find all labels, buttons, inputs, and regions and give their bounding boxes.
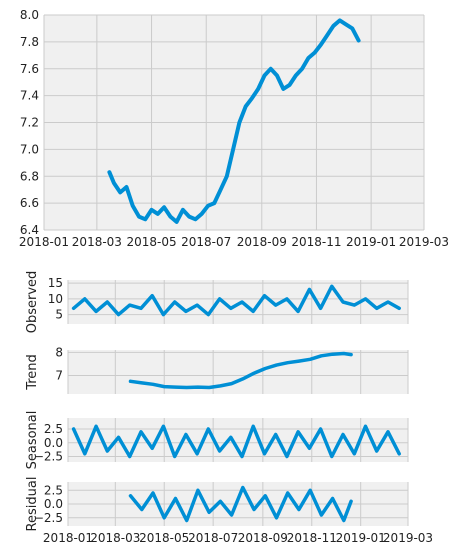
y-tick-label: 5 — [55, 308, 63, 322]
x-tick-label: 2018-09 — [237, 235, 287, 249]
x-tick-label: 2018-01 — [19, 235, 69, 249]
y-tick-label: 6.8 — [20, 169, 39, 183]
y-axis-title: Trend — [25, 354, 40, 391]
x-tick-label: 2018-07 — [188, 531, 238, 545]
plot-area — [68, 418, 408, 462]
x-tick-label: 2019-01 — [346, 235, 396, 249]
observed-panel: 5 10 15 Observed — [25, 271, 409, 334]
series-line — [71, 424, 401, 459]
series-line — [107, 18, 361, 224]
y-tick-label: 0.0 — [44, 436, 63, 450]
x-tick-label: 2019-01 — [336, 531, 386, 545]
x-tick-label: 2018-09 — [238, 531, 288, 545]
x-tick-label: 2018-05 — [126, 235, 176, 249]
y-tick-label: 7.6 — [20, 62, 39, 76]
x-tick-label: 2019-03 — [399, 235, 449, 249]
y-tick-label: 7 — [55, 368, 63, 382]
series-line — [128, 351, 353, 390]
y-axis-title: Residual — [25, 477, 40, 532]
y-tick-label: 2.5 — [44, 483, 63, 497]
y-tick-label: 7.0 — [20, 142, 39, 156]
x-tick-label: 2018-05 — [139, 531, 189, 545]
y-tick-label: 10 — [48, 292, 63, 306]
y-axis-title: Seasonal — [25, 411, 40, 470]
y-tick-label: 8 — [55, 345, 63, 359]
x-tick-label: 2018-03 — [72, 235, 122, 249]
y-tick-label: 6.4 — [20, 223, 39, 237]
series-line — [71, 284, 401, 317]
x-tick-label: 2019-03 — [383, 531, 433, 545]
y-tick-label: 7.8 — [20, 35, 39, 49]
y-tick-label: 15 — [48, 276, 63, 290]
y-tick-label: 2.5 — [44, 422, 63, 436]
y-tick-label: 7.4 — [20, 89, 39, 103]
x-tick-label: 2018-01 — [43, 531, 93, 545]
series-line — [128, 485, 353, 523]
y-tick-label: 6.6 — [20, 196, 39, 210]
x-tick-label: 2018-07 — [181, 235, 231, 249]
plot-area — [68, 280, 408, 324]
y-tick-label: −2.5 — [34, 450, 63, 464]
y-tick-label: −2.5 — [34, 511, 63, 525]
trend-panel: 7 8 Trend — [25, 345, 409, 394]
x-tick-label: 2018-11 — [291, 235, 341, 249]
y-axis-title: Observed — [25, 271, 40, 334]
x-tick-label: 2018-11 — [287, 531, 337, 545]
y-tick-label: 0.0 — [44, 497, 63, 511]
y-tick-label: 7.2 — [20, 116, 39, 130]
x-tick-label: 2018-03 — [90, 531, 140, 545]
plot-area — [68, 350, 408, 394]
y-tick-label: 8.0 — [20, 8, 39, 22]
